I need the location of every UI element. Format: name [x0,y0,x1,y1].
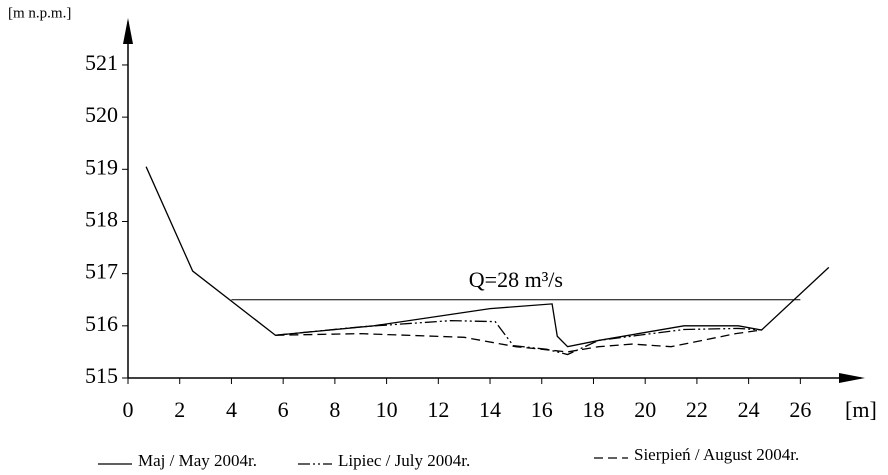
series-line [275,329,762,353]
x-tick-label: 6 [278,397,289,422]
y-tick-label: 521 [85,50,118,75]
annotation: Q=28 m³/s [469,267,563,292]
x-tick-label: 16 [531,397,553,422]
y-tick-label: 516 [85,311,118,336]
y-axis-arrow [123,18,133,44]
y-tick-label: 519 [85,154,118,179]
y-tick-label: 520 [85,102,118,127]
series-line [145,166,830,348]
x-tick-label: 18 [582,397,604,422]
y-tick-label: 517 [85,259,118,284]
x-tick-label: 2 [174,397,185,422]
x-tick-label: 8 [329,397,340,422]
x-axis-arrow [839,373,865,383]
y-axis-label: [m n.p.m.] [8,5,71,21]
x-tick-label: 20 [634,397,656,422]
x-axis-label: [m] [845,397,877,422]
x-tick-label: 4 [226,397,237,422]
x-tick-label: 0 [123,397,134,422]
x-tick-label: 26 [789,397,811,422]
x-tick-label: 14 [479,397,501,422]
x-tick-label: 24 [738,397,760,422]
legend-label: Sierpień / August 2004r. [634,445,799,464]
x-tick-label: 10 [376,397,398,422]
x-tick-label: 12 [427,397,449,422]
y-tick-label: 518 [85,207,118,232]
legend-label: Maj / May 2004r. [138,451,257,470]
legend-label: Lipiec / July 2004r. [338,451,470,470]
y-tick-label: 515 [85,363,118,388]
x-tick-label: 22 [686,397,708,422]
